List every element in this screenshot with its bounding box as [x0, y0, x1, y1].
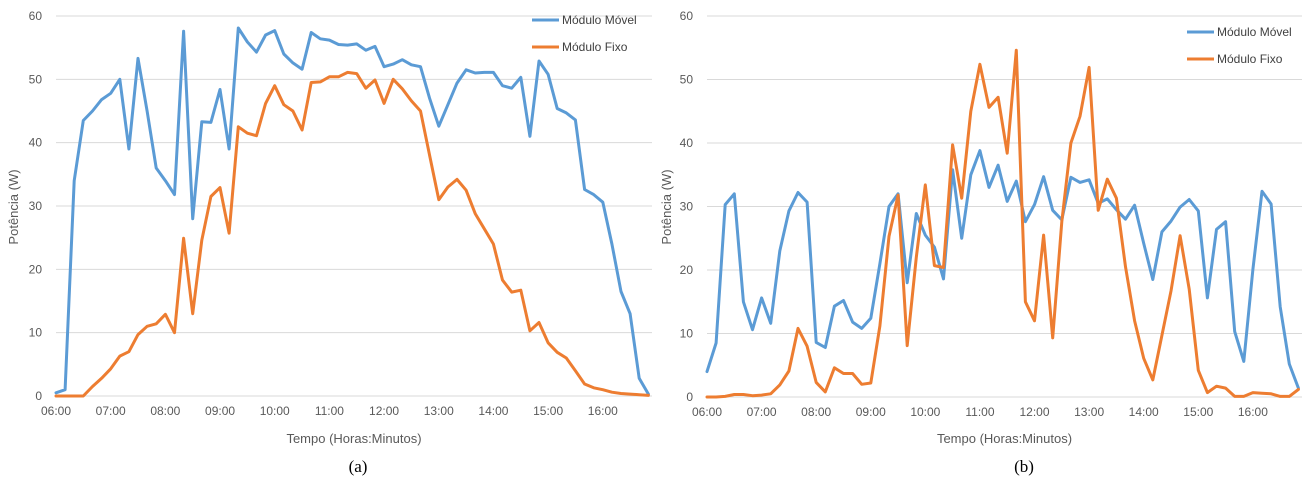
y-tick-label: 50 — [29, 72, 43, 86]
legend-item: Módulo Fixo — [532, 40, 628, 54]
x-tick-label: 09:00 — [205, 404, 235, 418]
y-tick-label: 50 — [680, 73, 694, 87]
y-tick-label: 30 — [29, 199, 43, 213]
x-tick-label: 08:00 — [801, 405, 831, 419]
chart-a: 0 10 20 30 40 50 60 06:00 07:00 08:00 09:00 10:00 11… — [6, 9, 652, 476]
x-tick-label: 07:00 — [96, 404, 126, 418]
y-tick-label: 40 — [680, 136, 694, 150]
x-tick-label: 14:00 — [1129, 405, 1159, 419]
figure-caption: (a) — [349, 457, 368, 476]
legend-item: Módulo Fixo — [1187, 52, 1283, 66]
y-tick-label: 30 — [680, 200, 694, 214]
x-tick-label: 09:00 — [856, 405, 886, 419]
x-tick-label: 16:00 — [588, 404, 618, 418]
x-axis-title: Tempo (Horas:Minutos) — [286, 431, 421, 446]
y-tick-label: 10 — [680, 327, 694, 341]
series-line-modulo-fixo — [705, 48, 1300, 399]
y-tick-label: 10 — [29, 326, 43, 340]
legend-label: Módulo Fixo — [562, 40, 628, 54]
x-tick-label: 12:00 — [369, 404, 399, 418]
figure-caption: (b) — [1014, 457, 1034, 476]
y-tick-label: 60 — [680, 9, 694, 23]
x-tick-label: 14:00 — [478, 404, 508, 418]
y-tick-label: 0 — [686, 390, 693, 404]
y-tick-label: 0 — [35, 389, 42, 403]
y-tick-label: 20 — [680, 263, 694, 277]
x-tick-label: 11:00 — [315, 404, 344, 418]
x-axis-title: Tempo (Horas:Minutos) — [937, 431, 1072, 446]
x-tick-label: 06:00 — [692, 405, 722, 419]
y-tick-label: 60 — [29, 9, 43, 23]
series-line-modulo-fixo — [54, 70, 650, 398]
y-tick-label: 20 — [29, 262, 43, 276]
x-tick-label: 10:00 — [260, 404, 290, 418]
legend-label: Módulo Móvel — [1217, 25, 1292, 39]
x-tick-label: 15:00 — [1183, 405, 1213, 419]
y-axis-title: Potência (W) — [6, 169, 21, 244]
legend-label: Módulo Móvel — [562, 13, 637, 27]
x-tick-label: 07:00 — [747, 405, 777, 419]
legend-label: Módulo Fixo — [1217, 52, 1283, 66]
x-tick-label: 13:00 — [1074, 405, 1104, 419]
legend-item: Módulo Móvel — [1187, 25, 1292, 39]
x-tick-label: 08:00 — [150, 404, 180, 418]
x-tick-label: 12:00 — [1020, 405, 1050, 419]
x-tick-label: 16:00 — [1238, 405, 1268, 419]
chart-b: 0 10 20 30 40 50 60 06:00 07:00 08:00 09:00 10:00 11… — [659, 9, 1302, 476]
legend-item: Módulo Móvel — [532, 13, 637, 27]
series-line-modulo-movel — [705, 149, 1300, 390]
x-tick-label: 13:00 — [424, 404, 454, 418]
x-tick-label: 15:00 — [533, 404, 563, 418]
y-tick-label: 40 — [29, 136, 43, 150]
y-axis-title: Potência (W) — [659, 169, 674, 244]
x-tick-label: 11:00 — [965, 405, 994, 419]
series-line-modulo-movel — [54, 26, 650, 396]
x-tick-label: 06:00 — [41, 404, 71, 418]
x-tick-label: 10:00 — [910, 405, 940, 419]
